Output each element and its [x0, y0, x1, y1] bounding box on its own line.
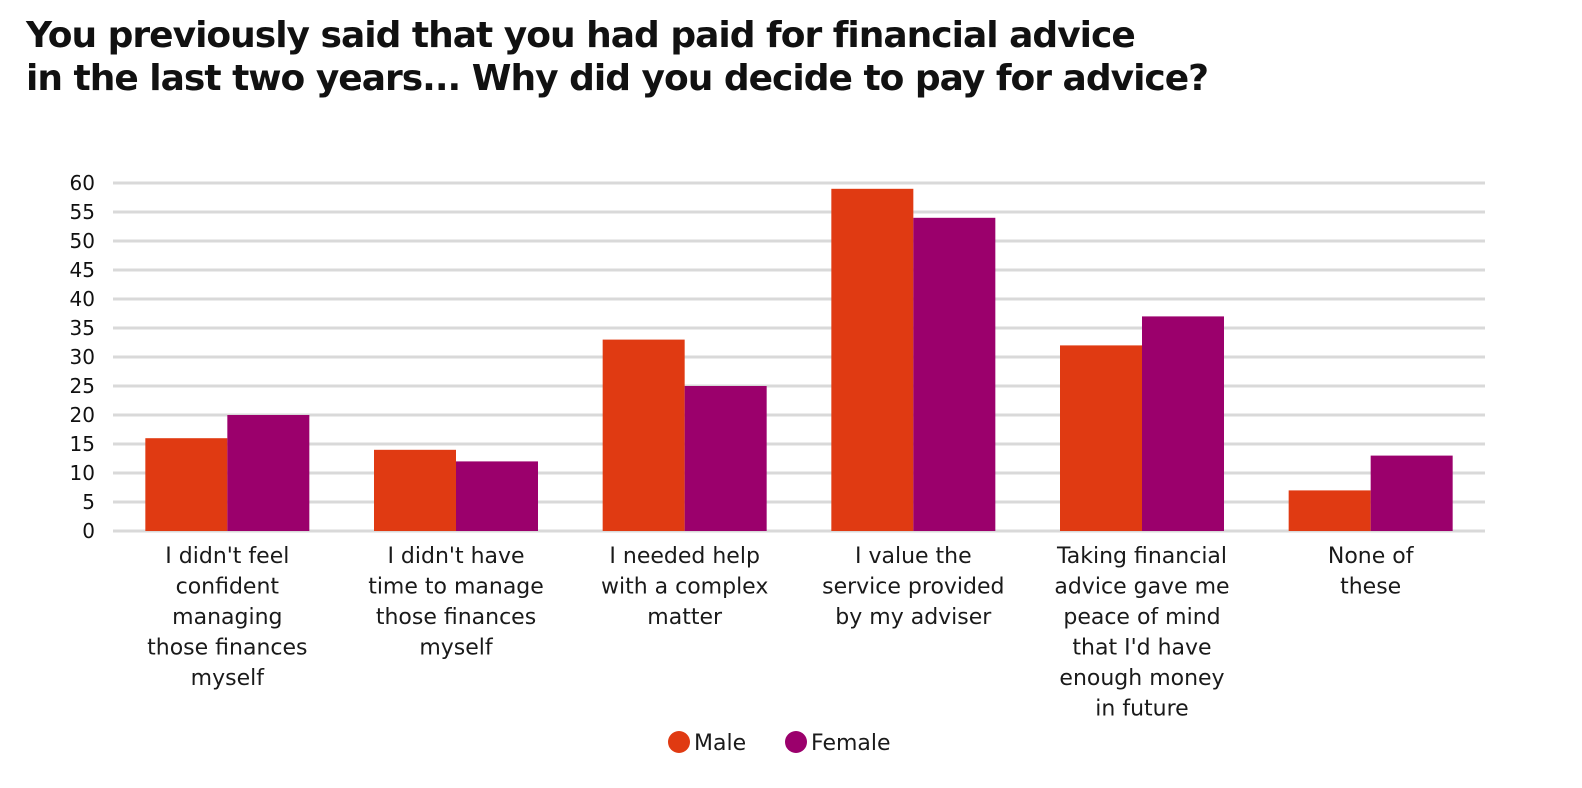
legend-marker-female: [785, 731, 807, 753]
x-category-label: I needed help with a complex matter: [601, 544, 768, 630]
x-category-label-line: with a complex: [601, 575, 768, 600]
bar-male: [831, 188, 914, 532]
chart-title-line-1: You previously said that you had paid fo…: [26, 15, 1136, 56]
x-category-label-line: those finances: [376, 605, 536, 630]
legend-marker-male: [668, 731, 690, 753]
x-category-label-line: I value the: [855, 544, 972, 569]
bar-female: [913, 217, 996, 532]
y-tick-label: 55: [70, 200, 95, 224]
x-category-label-line: in future: [1095, 697, 1188, 722]
x-category-label-line: I needed help: [609, 544, 760, 569]
x-category-label: I didn't feel confident managing those fina…: [147, 544, 307, 691]
x-category-label-line: managing: [172, 605, 282, 630]
x-category-label: I value the service provided by my adviser: [822, 544, 1004, 630]
x-category-label-line: matter: [647, 605, 723, 630]
y-tick-label: 50: [70, 229, 95, 253]
x-category-label: None of these: [1328, 544, 1415, 600]
x-category-label-line: peace of mind: [1063, 605, 1220, 630]
legend-label-male: Male: [694, 731, 746, 756]
legend-label-female: Female: [811, 731, 891, 756]
y-tick-label: 15: [70, 432, 95, 456]
x-category-label-line: time to manage: [368, 575, 544, 600]
bar-female: [684, 386, 767, 531]
x-category-label-line: enough money: [1059, 666, 1224, 691]
bar-male: [145, 438, 228, 531]
y-tick-label: 60: [70, 171, 95, 195]
y-tick-label: 45: [70, 258, 95, 282]
x-category-label-line: confident: [176, 575, 280, 600]
bar-male: [374, 449, 456, 531]
legend: Male Female: [668, 731, 891, 756]
y-axis: 0 5 10 15 20 25 30 35 40 45 50 55 60: [70, 171, 95, 543]
chart-title-line-2: in the last two years... Why did you dec…: [26, 58, 1209, 99]
bar-male: [1060, 345, 1142, 531]
x-category-label-line: advice gave me: [1054, 575, 1229, 600]
x-category-label: Taking financial advice gave me peace of m…: [1054, 544, 1229, 722]
x-category-label-line: myself: [191, 666, 266, 691]
y-tick-label: 30: [70, 345, 95, 369]
y-tick-label: 20: [70, 403, 95, 427]
x-category-label: I didn't have time to manage those finance…: [368, 544, 544, 661]
bar-male: [1288, 490, 1371, 531]
bar-female: [456, 461, 538, 531]
x-category-label-line: I didn't have: [387, 544, 524, 569]
gridlines: [113, 181, 1485, 533]
x-category-label-line: these: [1340, 575, 1401, 600]
x-category-label-line: service provided: [822, 575, 1004, 600]
x-category-label-line: those finances: [147, 636, 307, 661]
y-tick-label: 35: [70, 316, 95, 340]
x-category-label-line: I didn't feel: [165, 544, 289, 569]
x-category-label-line: by my adviser: [835, 605, 992, 630]
chart-title: You previously said that you had paid fo…: [26, 14, 1526, 100]
x-category-label-line: None of: [1328, 544, 1415, 569]
bars: [145, 188, 1453, 532]
y-tick-label: 40: [70, 287, 95, 311]
bar-male: [602, 339, 685, 531]
bar-female: [1370, 455, 1453, 531]
y-tick-label: 5: [82, 490, 95, 514]
x-category-label-line: Taking financial: [1056, 544, 1227, 569]
bar-female: [1142, 316, 1224, 531]
bar-female: [227, 415, 310, 531]
y-tick-label: 25: [70, 374, 95, 398]
x-axis: I didn't feel confident managing those fina…: [147, 544, 1415, 722]
x-category-label-line: myself: [419, 636, 494, 661]
y-tick-label: 10: [70, 461, 95, 485]
y-tick-label: 0: [82, 519, 95, 543]
x-category-label-line: that I'd have: [1072, 636, 1211, 661]
